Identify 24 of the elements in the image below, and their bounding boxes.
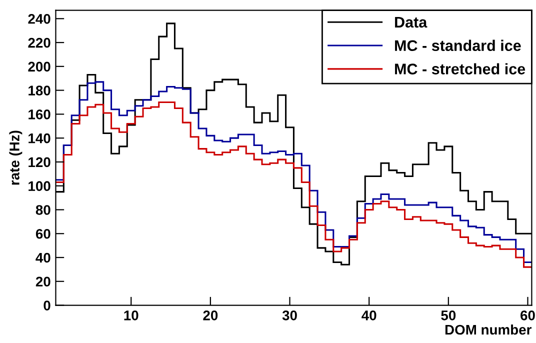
y-tick-label: 20 <box>36 276 50 287</box>
legend-label: MC - stretched ice <box>395 63 526 74</box>
y-axis-title: rate (Hz) <box>9 130 22 185</box>
y-tick-label: 100 <box>28 181 50 192</box>
y-tick-label: 60 <box>36 228 50 239</box>
x-tick-label: 60 <box>520 310 535 320</box>
y-tick-label: 180 <box>28 86 50 96</box>
x-axis-title: DOM number <box>445 324 532 335</box>
y-tick-label: 140 <box>28 133 50 144</box>
y-tick-label: 220 <box>28 38 50 48</box>
x-tick-label: 40 <box>362 310 376 320</box>
x-tick-label: 30 <box>282 310 297 320</box>
y-tick-label: 120 <box>28 157 50 168</box>
x-tick-label: 10 <box>124 310 138 320</box>
x-tick-label: 50 <box>441 310 456 320</box>
y-tick-label: 40 <box>36 252 50 263</box>
x-tick-label: 20 <box>203 310 218 320</box>
y-tick-label: 0 <box>44 300 50 310</box>
y-tick-label: 200 <box>28 62 50 72</box>
legend-label: MC - standard ice <box>395 40 521 52</box>
y-tick-label: 80 <box>36 205 50 215</box>
legend-label: Data <box>395 16 428 28</box>
y-tick-label: 160 <box>28 110 50 120</box>
y-tick-label: 240 <box>28 14 50 24</box>
